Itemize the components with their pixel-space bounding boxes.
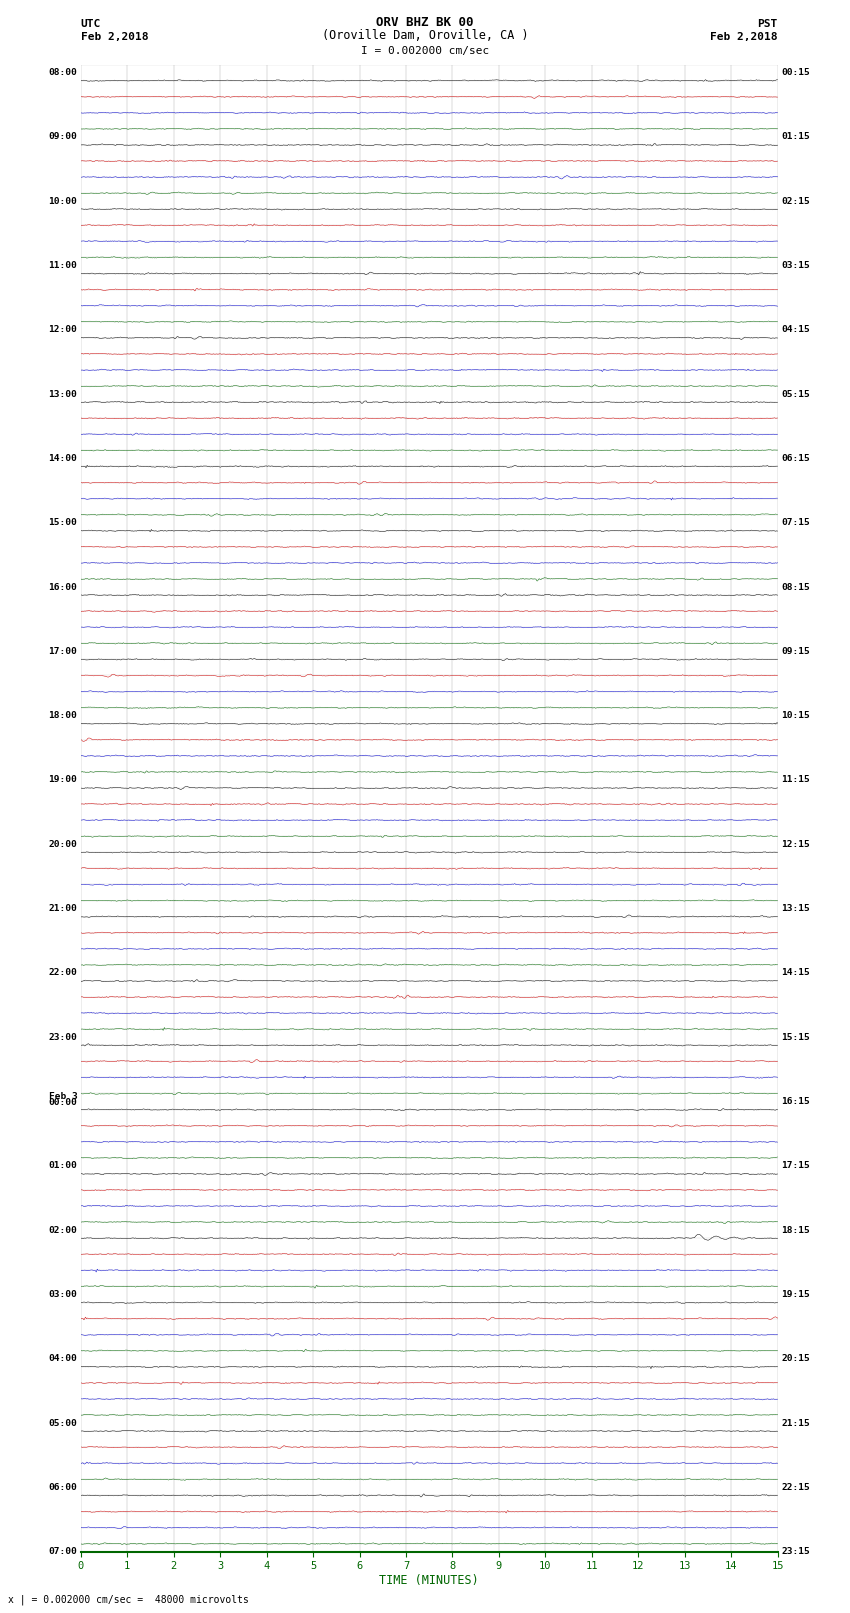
Text: 21:00: 21:00 (48, 905, 77, 913)
Text: 19:15: 19:15 (781, 1290, 810, 1298)
Text: 13:00: 13:00 (48, 390, 77, 398)
Text: 10:15: 10:15 (781, 711, 810, 719)
Text: 09:15: 09:15 (781, 647, 810, 656)
Text: 13:15: 13:15 (781, 905, 810, 913)
Text: PST: PST (757, 19, 778, 29)
Text: 12:15: 12:15 (781, 840, 810, 848)
Text: 14:15: 14:15 (781, 968, 810, 977)
Text: 09:00: 09:00 (48, 132, 77, 142)
Text: 06:15: 06:15 (781, 453, 810, 463)
Text: 06:00: 06:00 (48, 1482, 77, 1492)
Text: 02:15: 02:15 (781, 197, 810, 206)
Text: 15:00: 15:00 (48, 518, 77, 527)
Text: 16:15: 16:15 (781, 1097, 810, 1107)
Text: 01:00: 01:00 (48, 1161, 77, 1171)
Text: 01:15: 01:15 (781, 132, 810, 142)
Text: 02:00: 02:00 (48, 1226, 77, 1234)
Text: 10:00: 10:00 (48, 197, 77, 206)
X-axis label: TIME (MINUTES): TIME (MINUTES) (379, 1574, 479, 1587)
Text: 18:15: 18:15 (781, 1226, 810, 1234)
Text: ORV BHZ BK 00: ORV BHZ BK 00 (377, 16, 473, 29)
Text: 22:00: 22:00 (48, 968, 77, 977)
Text: Feb 3: Feb 3 (48, 1092, 77, 1102)
Text: Feb 2,2018: Feb 2,2018 (81, 32, 148, 42)
Text: 17:15: 17:15 (781, 1161, 810, 1171)
Text: 12:00: 12:00 (48, 326, 77, 334)
Text: 17:00: 17:00 (48, 647, 77, 656)
Text: 14:00: 14:00 (48, 453, 77, 463)
Text: 23:00: 23:00 (48, 1032, 77, 1042)
Text: 11:15: 11:15 (781, 776, 810, 784)
Text: 16:00: 16:00 (48, 582, 77, 592)
Text: 05:00: 05:00 (48, 1418, 77, 1428)
Text: 19:00: 19:00 (48, 776, 77, 784)
Text: 00:00: 00:00 (48, 1098, 77, 1107)
Text: 21:15: 21:15 (781, 1418, 810, 1428)
Text: (Oroville Dam, Oroville, CA ): (Oroville Dam, Oroville, CA ) (321, 29, 529, 42)
Text: 07:15: 07:15 (781, 518, 810, 527)
Text: 04:00: 04:00 (48, 1355, 77, 1363)
Text: 20:15: 20:15 (781, 1355, 810, 1363)
Text: 23:15: 23:15 (781, 1547, 810, 1557)
Text: 03:15: 03:15 (781, 261, 810, 269)
Text: 07:00: 07:00 (48, 1547, 77, 1557)
Text: 11:00: 11:00 (48, 261, 77, 269)
Text: 18:00: 18:00 (48, 711, 77, 719)
Text: 08:15: 08:15 (781, 582, 810, 592)
Text: UTC: UTC (81, 19, 101, 29)
Text: 05:15: 05:15 (781, 390, 810, 398)
Text: 04:15: 04:15 (781, 326, 810, 334)
Text: x | = 0.002000 cm/sec =  48000 microvolts: x | = 0.002000 cm/sec = 48000 microvolts (8, 1594, 249, 1605)
Text: 15:15: 15:15 (781, 1032, 810, 1042)
Text: 08:00: 08:00 (48, 68, 77, 77)
Text: 22:15: 22:15 (781, 1482, 810, 1492)
Text: I = 0.002000 cm/sec: I = 0.002000 cm/sec (361, 47, 489, 56)
Text: 20:00: 20:00 (48, 840, 77, 848)
Text: 03:00: 03:00 (48, 1290, 77, 1298)
Text: Feb 2,2018: Feb 2,2018 (711, 32, 778, 42)
Text: 00:15: 00:15 (781, 68, 810, 77)
